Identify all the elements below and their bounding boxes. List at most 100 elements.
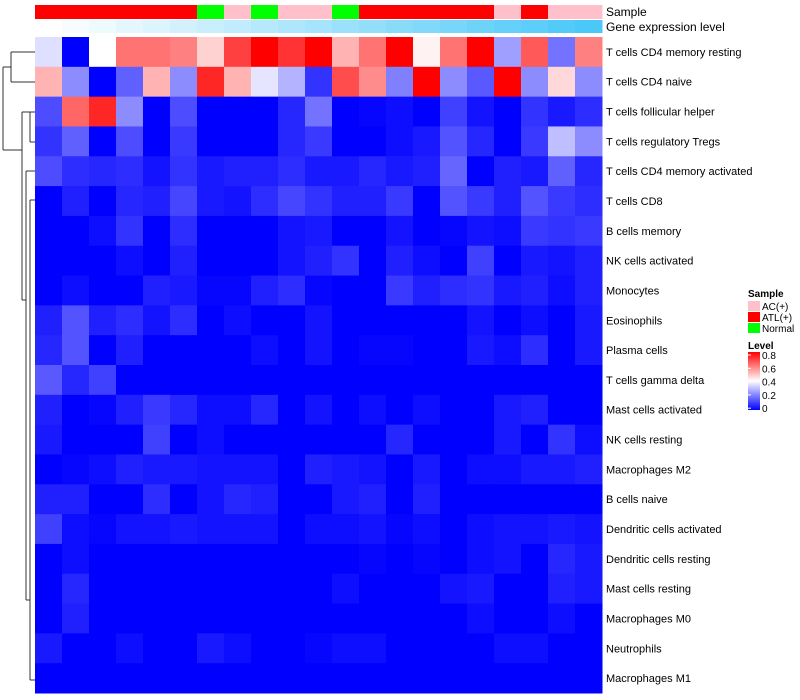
heatmap-cell — [359, 573, 387, 605]
heatmap-cell — [62, 365, 90, 396]
heatmap-cell — [305, 126, 333, 157]
heatmap-cell — [467, 37, 495, 68]
heatmap-cell — [386, 454, 414, 485]
heatmap-cell — [413, 424, 441, 455]
heatmap-cell — [359, 37, 387, 68]
heatmap-cell — [116, 186, 144, 217]
heatmap-cell — [521, 66, 549, 98]
heatmap-cell — [548, 66, 576, 98]
heatmap-cell — [332, 245, 360, 277]
heatmap-cell — [440, 543, 468, 575]
heatmap-cell — [494, 543, 522, 575]
heatmap-cell — [251, 543, 279, 575]
heatmap-cell — [224, 186, 252, 217]
heatmap-cell — [251, 305, 279, 336]
heatmap-cell — [278, 663, 306, 694]
heatmap-cell — [143, 66, 171, 98]
heatmap-cell — [575, 573, 603, 605]
heatmap-cell — [575, 603, 603, 634]
heatmap-cell — [197, 335, 225, 366]
heatmap-cell — [89, 126, 117, 157]
colorbar-tick-label: 0 — [762, 404, 768, 415]
heatmap-cell — [116, 514, 144, 545]
heatmap-cell — [305, 454, 333, 485]
heatmap-cell — [197, 37, 225, 68]
colorbar-tick-label: 0.4 — [762, 378, 776, 389]
heatmap-cell — [224, 573, 252, 605]
heatmap-cell — [332, 633, 360, 664]
legend-swatch — [748, 312, 760, 322]
row-label: Dendritic cells activated — [606, 524, 722, 536]
heatmap-cell — [467, 215, 495, 247]
heatmap-cell — [89, 37, 117, 68]
heatmap-cell — [413, 37, 441, 68]
heatmap-cell — [170, 365, 198, 396]
heatmap-cell — [170, 573, 198, 605]
heatmap-cell — [386, 365, 414, 396]
heatmap-cell — [521, 633, 549, 664]
heatmap-cell — [143, 305, 171, 336]
heatmap-cell — [62, 186, 90, 217]
heatmap-cell — [197, 633, 225, 664]
heatmap-cell — [332, 215, 360, 247]
colorbar-tick-label: 0.6 — [762, 364, 776, 375]
row-label: T cells CD4 naive — [606, 77, 692, 89]
heatmap-cell — [467, 663, 495, 694]
row-label: T cells CD4 memory resting — [606, 47, 742, 59]
heatmap-cell — [332, 305, 360, 336]
sample-annotation-cell — [116, 5, 144, 19]
heatmap-cell — [467, 365, 495, 396]
heatmap-cell — [386, 215, 414, 247]
sample-annotation-cell — [62, 5, 90, 19]
heatmap-cell — [116, 126, 144, 157]
sample-annotation-cell — [521, 5, 549, 19]
heatmap-cell — [548, 96, 576, 127]
legend-item-label: Normal — [762, 324, 794, 335]
heatmap-cell — [440, 335, 468, 366]
heatmap-cell — [386, 245, 414, 277]
heatmap-cell — [143, 335, 171, 366]
heatmap-cell — [116, 335, 144, 366]
heatmap-cell — [170, 663, 198, 694]
gene-level-annotation-cell — [251, 20, 279, 33]
heatmap-cell — [116, 663, 144, 694]
heatmap-cell — [224, 245, 252, 277]
heatmap-cell — [548, 305, 576, 336]
heatmap-cell — [224, 543, 252, 575]
heatmap-cell — [305, 424, 333, 455]
heatmap-cell — [278, 394, 306, 426]
heatmap-cell — [170, 543, 198, 575]
heatmap-cell — [197, 454, 225, 485]
heatmap-cell — [548, 335, 576, 366]
heatmap-cell — [521, 454, 549, 485]
sample-annotation-cell — [332, 5, 360, 19]
heatmap-cell — [548, 126, 576, 157]
sample-annotation-cell — [197, 5, 225, 19]
heatmap-cell — [467, 484, 495, 515]
heatmap-cell — [62, 275, 90, 306]
heatmap-cell — [224, 275, 252, 306]
heatmap-cell — [89, 663, 117, 694]
sample-annotation-cell — [413, 5, 441, 19]
row-label: NK cells activated — [606, 256, 693, 268]
heatmap-cell — [89, 365, 117, 396]
heatmap-cell — [35, 543, 63, 575]
heatmap-cell — [413, 126, 441, 157]
heatmap-cell — [116, 305, 144, 336]
heatmap-cell — [251, 335, 279, 366]
heatmap-cell — [197, 215, 225, 247]
heatmap-cell — [359, 484, 387, 515]
heatmap-cell — [521, 156, 549, 187]
sample-annotation-cell — [467, 5, 495, 19]
row-dendrogram — [2, 51, 35, 681]
row-label: Plasma cells — [606, 345, 668, 357]
heatmap-cell — [170, 186, 198, 217]
gene-level-annotation-cell — [575, 20, 603, 33]
heatmap-cell — [413, 215, 441, 247]
legend-sample-title: Sample — [748, 289, 784, 300]
legend-item-label: AC(+) — [762, 302, 788, 313]
heatmap-cell — [251, 633, 279, 664]
row-labels: T cells CD4 memory resting T cells CD4 na… — [606, 47, 753, 685]
heatmap-cell — [332, 424, 360, 455]
heatmap-cell — [62, 603, 90, 634]
